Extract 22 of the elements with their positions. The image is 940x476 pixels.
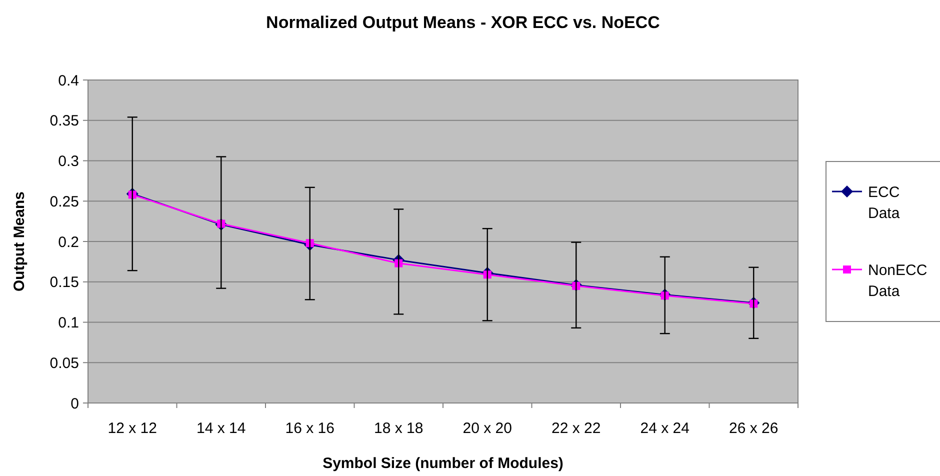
chart-title: Normalized Output Means - XOR ECC vs. NoECC [266,13,660,32]
x-tick-label: 12 x 12 [108,420,157,437]
y-tick-label: 0.2 [58,234,79,251]
y-tick-label: 0.4 [58,72,79,90]
y-axis-title: Output Means [11,192,28,292]
legend-label: NonECC Data [868,262,928,300]
y-tick-label: 0.35 [50,112,79,130]
y-tick-label: 0.3 [58,153,79,170]
x-tick-label: 18 x 18 [374,420,424,437]
y-tick-label: 0.05 [50,354,79,372]
legend-label: ECC Data [868,184,900,222]
x-tick-label: 24 x 24 [640,420,690,437]
x-tick-label: 26 x 26 [729,420,778,437]
x-axis-title: Symbol Size (number of Modules) [322,455,564,472]
x-tick-label: 14 x 14 [196,420,246,437]
x-tick-label: 16 x 16 [285,420,334,437]
y-tick-label: 0.15 [50,274,79,292]
x-tick-label: 20 x 20 [462,420,512,437]
y-tick-label: 0.1 [58,314,79,332]
x-tick-label: 22 x 22 [552,420,601,437]
y-tick-label: 0 [70,395,79,412]
y-tick-label: 0.25 [50,193,79,210]
